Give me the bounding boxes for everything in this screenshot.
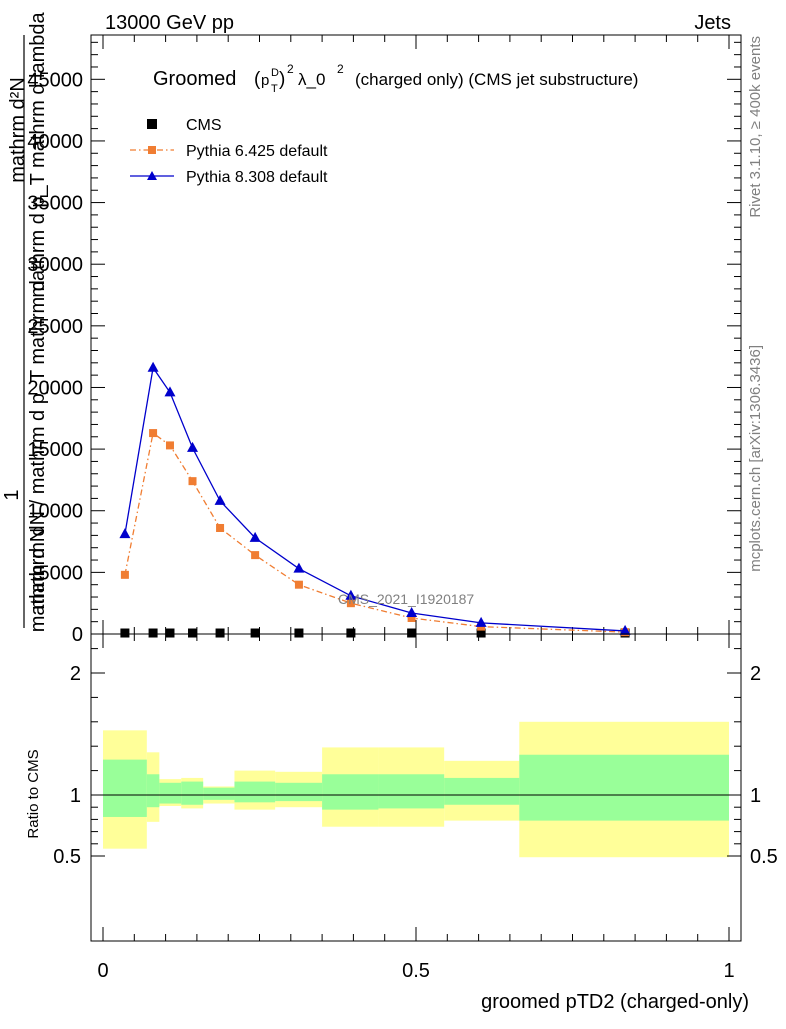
main-y-tick-label: 15000 (27, 439, 83, 461)
title-sup-2: 2 (287, 62, 294, 76)
main-y-axis-label: mathrm d²N mathrm d p_T mathrm d lambda … (1, 11, 49, 632)
y-label-denominator-2: mathrm d N (27, 528, 49, 632)
mcplots-label: mcplots.cern.ch [arXiv:1306.3436] (747, 345, 764, 572)
title-sup-2b: 2 (337, 62, 344, 76)
ratio-y-label: Ratio to CMS (25, 749, 42, 838)
energy-label: 13000 GeV pp (105, 12, 234, 34)
ratio-band-inner (146, 774, 160, 808)
y-label-denominator: mathrm dN / mathrm d p_T mathrm d (27, 280, 49, 610)
main-y-tick-label: 40000 (27, 131, 83, 153)
ratio-band-inner (159, 782, 182, 804)
data-point-pythia-8-308-default (345, 589, 357, 600)
data-point-cms (476, 628, 486, 638)
ratio-y-tick-label: 0.5 (53, 846, 81, 868)
data-point-pythia-8-308-default (475, 616, 487, 627)
data-point-pythia-6-425-default (251, 551, 260, 560)
data-point-pythia-6-425-default (120, 570, 129, 579)
data-point-cms (250, 628, 260, 638)
main-y-tick-label: 20000 (27, 377, 83, 399)
legend-label-pythia6: Pythia 6.425 default (186, 143, 328, 160)
x-tick-label: 0 (97, 960, 108, 982)
data-point-pythia-6-425-default (149, 429, 158, 438)
ratio-band-inner (234, 781, 276, 803)
y-label-one: 1 (1, 489, 23, 500)
ratio-y-tick-label-right: 1 (750, 785, 761, 807)
data-point-cms (346, 628, 356, 638)
x-tick-label: 0.5 (402, 960, 430, 982)
title-p: p (261, 72, 269, 89)
data-point-cms (148, 628, 158, 638)
analysis-watermark: CMS_2021_I1920187 (338, 591, 474, 607)
legend-item-pythia8: Pythia 8.308 default (130, 169, 328, 186)
legend-marker-cms (147, 119, 157, 129)
ratio-y-tick-label-right: 2 (750, 663, 761, 685)
data-point-pythia-6-425-default (216, 523, 225, 532)
legend-item-pythia6: Pythia 6.425 default (130, 143, 328, 160)
legend-marker-pythia8 (147, 171, 157, 180)
jets-label: Jets (694, 12, 731, 34)
data-point-cms (120, 628, 130, 638)
main-y-tick-label: 30000 (27, 254, 83, 276)
x-axis-label: groomed pTD2 (charged-only) (481, 991, 749, 1013)
data-point-cms (165, 628, 175, 638)
y-label-part: mathrm d p_T mathrm d lambda (27, 11, 49, 297)
legend-marker-pythia6 (148, 146, 156, 154)
main-y-tick-label: 0 (72, 624, 83, 646)
data-point-pythia-8-308-default (293, 562, 305, 573)
ratio-plot: 0 0.5 1 0.5 0.5 1 1 2 2 (53, 633, 778, 982)
data-point-cms (188, 628, 198, 638)
data-point-pythia-8-308-default (164, 386, 176, 397)
main-plot: 0 5000 10000 15000 20000 25000 30000 35000 40000… (27, 34, 742, 646)
data-point-cms (215, 628, 225, 638)
legend-label-cms: CMS (186, 117, 222, 134)
data-point-pythia-6-425-default (346, 599, 355, 608)
data-point-pythia-8-308-default (147, 361, 159, 372)
title-paren-open: ( (254, 69, 261, 90)
ratio-band-inner (103, 759, 147, 817)
main-y-tick-label: 5000 (39, 562, 84, 584)
rivet-label: Rivet 3.1.10, ≥ 400k events (747, 36, 764, 218)
data-point-pythia-6-425-default (294, 580, 303, 589)
ratio-band-inner (203, 787, 235, 800)
title-paren-close: ) (279, 69, 285, 90)
data-point-pythia-8-308-default (249, 531, 261, 542)
legend-item-cms: CMS (147, 117, 222, 134)
title-groomed: Groomed (153, 68, 236, 90)
title-lambda: λ_0 (298, 70, 325, 89)
data-point-pythia-8-308-default (214, 494, 226, 505)
ratio-band-inner (519, 754, 729, 821)
title-D: D (271, 67, 279, 79)
series-pythia-8-308-default (119, 361, 631, 635)
ratio-y-tick-label: 1 (70, 785, 81, 807)
main-y-tick-label: 45000 (27, 69, 83, 91)
title-tail: (charged only) (CMS jet substructure) (355, 70, 638, 89)
data-point-cms (294, 628, 304, 638)
data-point-pythia-8-308-default (619, 624, 631, 635)
main-y-tick-label: 25000 (27, 316, 83, 338)
main-y-tick-label: 35000 (27, 193, 83, 215)
ratio-band-inner (444, 777, 520, 805)
plot-title: Groomed ( p D T ) 2 λ_0 2 (charged only)… (153, 62, 638, 95)
y-label-top: mathrm d²N (7, 77, 29, 183)
title-T: T (271, 83, 278, 95)
data-point-pythia-8-308-default (406, 607, 418, 618)
x-tick-label: 1 (723, 960, 734, 982)
data-point-pythia-8-308-default (119, 528, 131, 539)
legend: CMS Pythia 6.425 default Pythia 8.308 de… (130, 117, 328, 186)
ratio-y-tick-label-right: 0.5 (750, 846, 778, 868)
data-point-pythia-6-425-default (165, 441, 174, 450)
data-point-pythia-6-425-default (188, 477, 197, 486)
ratio-band-inner (378, 774, 445, 809)
ratio-band-inner (275, 782, 323, 802)
data-point-cms (407, 628, 417, 638)
ratio-y-tick-label: 2 (70, 663, 81, 685)
data-point-pythia-6-425-default (407, 613, 416, 622)
data-point-pythia-8-308-default (187, 441, 199, 452)
legend-label-pythia8: Pythia 8.308 default (186, 169, 328, 186)
main-y-tick-label: 10000 (27, 501, 83, 523)
ratio-band-inner (181, 781, 204, 805)
ratio-band-inner (322, 774, 379, 810)
